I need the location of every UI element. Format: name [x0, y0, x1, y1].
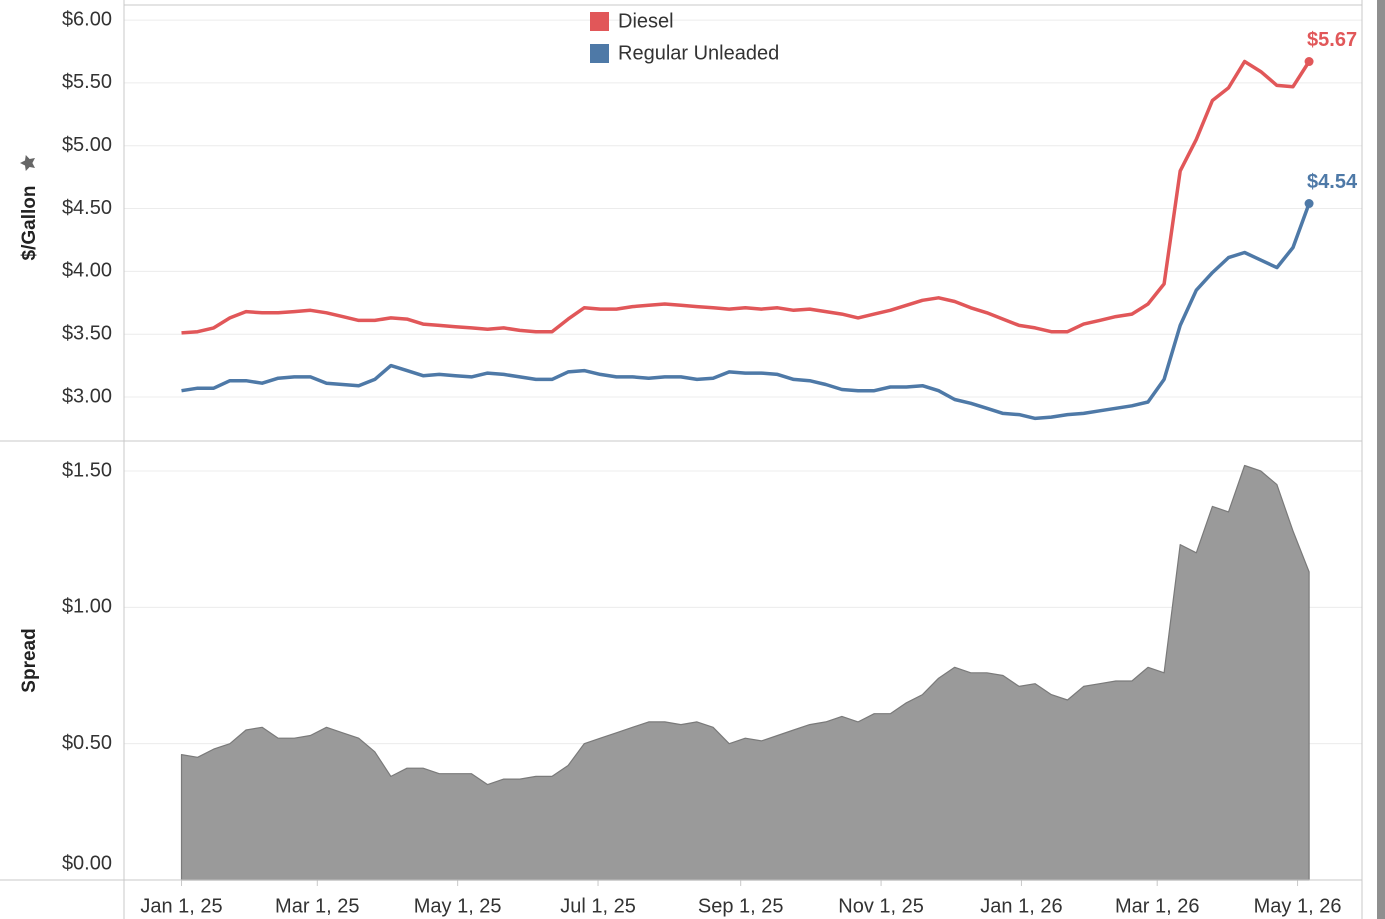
scrollbar	[1377, 0, 1385, 919]
x-tick-label: May 1, 25	[414, 895, 502, 917]
value-label: $5.67	[1307, 29, 1357, 51]
x-tick-label: Jan 1, 26	[980, 895, 1062, 917]
x-tick-label: Jul 1, 25	[560, 895, 636, 917]
x-tick-label: Jan 1, 25	[140, 895, 222, 917]
y-tick-label: $5.50	[62, 71, 112, 93]
y-tick-label: $1.00	[62, 596, 112, 618]
y-tick-label: $5.00	[62, 134, 112, 156]
end-point	[1304, 57, 1314, 67]
x-tick-label: Mar 1, 26	[1115, 895, 1199, 917]
y-tick-label: $4.50	[62, 197, 112, 219]
value-label: $4.54	[1307, 171, 1358, 193]
x-tick-label: Mar 1, 25	[275, 895, 359, 917]
x-tick-label: Sep 1, 25	[698, 895, 784, 917]
y-tick-label: $1.50	[62, 459, 112, 481]
legend-swatch	[590, 12, 609, 31]
y-tick-label: $0.50	[62, 732, 112, 754]
y-tick-label: $4.00	[62, 260, 112, 282]
pin-icon	[20, 155, 35, 171]
legend-label: Diesel	[618, 10, 674, 32]
x-tick-label: May 1, 26	[1254, 895, 1342, 917]
legend-label: Regular Unleaded	[618, 42, 779, 64]
x-tick-label: Nov 1, 25	[838, 895, 924, 917]
y-axis-title: Spread	[19, 628, 40, 692]
y-tick-label: $6.00	[62, 8, 112, 30]
y-axis-title: $/Gallon	[19, 186, 40, 261]
spread-area	[180, 464, 1310, 881]
series-line	[181, 59, 1311, 335]
end-point	[1304, 199, 1314, 209]
legend-swatch	[590, 44, 609, 63]
y-tick-label: $3.50	[62, 322, 112, 344]
y-tick-label: $3.00	[62, 385, 112, 407]
y-tick-label: $0.00	[62, 852, 112, 874]
series-line	[181, 202, 1311, 421]
